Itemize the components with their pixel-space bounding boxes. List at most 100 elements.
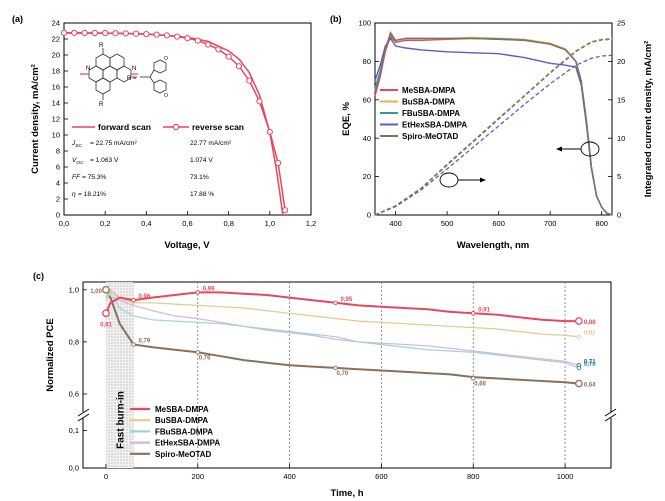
molecule-structure: [80, 48, 167, 100]
panel-b-frame: [374, 22, 613, 216]
table-row-label: FF: [72, 174, 81, 181]
legend-b-label-ethexsba-dmpa: EtHexSBA-DMPA: [402, 121, 467, 130]
point-label-spiro-meotad: 0,79: [139, 339, 151, 345]
table-forward-value: = 18.21%: [78, 191, 106, 198]
point-label-mesba-dmpa: 0,91: [478, 307, 490, 313]
point-marker-spiro-meotad: [131, 342, 136, 347]
panel-a-ylabel: Current density, mA/cm²: [30, 64, 41, 174]
reverse-scan-marker: [174, 33, 181, 40]
panel-b-ytick-label: 0: [367, 211, 371, 220]
point-marker-mesba-dmpa: [131, 297, 136, 303]
point-marker-spiro-meotad: [333, 365, 338, 371]
fast-burn-in-label: Fast burn-in: [116, 391, 127, 449]
reverse-scan-marker: [153, 31, 160, 38]
reverse-scan-marker: [225, 53, 232, 60]
panel-c-xtick-label: 400: [283, 472, 296, 481]
panel-b-ytick-right-label: 10: [617, 134, 625, 143]
legend-reverse-marker: [172, 123, 180, 131]
panel-a: (a) 0,0 0,2 0,4 0,6 0,8 1,0 1,2 02468101214161…: [12, 14, 316, 251]
series-mesba-dmpa-stability-line: [105, 291, 579, 323]
panel-c-frame: [82, 281, 612, 469]
legend-b-label-busba-dmpa: BuSBA-DMPA: [402, 98, 455, 107]
table-reverse-value: 22.77 mA/cm²: [190, 140, 232, 147]
panel-b-ytick-label: 60: [363, 95, 371, 104]
table-forward-value: = 22.75 mA/cm²: [90, 140, 138, 147]
point-label-mesba-dmpa: 0,96: [139, 294, 151, 300]
panel-c-ytick-label: 0,6: [69, 390, 79, 399]
point-label-spiro-meotad: 0,70: [337, 371, 349, 377]
panel-b-xtick-label: 800: [595, 219, 608, 228]
reverse-scan-marker: [235, 63, 243, 70]
panel-b-ytick-right-label: 15: [617, 95, 625, 104]
panel-b-ytick-label: 20: [363, 172, 371, 181]
panel-a-ytick-label: 4: [56, 179, 60, 188]
panel-a-ytick-label: 20: [52, 51, 60, 60]
point-label-fbusba-dmpa: 0,70: [584, 362, 596, 368]
molecule-ome-top: O: [164, 56, 168, 62]
panel-a-xtick-label: 0,4: [141, 219, 151, 228]
annotation-arrowhead-left: [556, 146, 562, 152]
panel-a-xtick-label: 0,0: [59, 219, 69, 228]
panel-b-xtick-label: 500: [441, 219, 454, 228]
legend-c-label-spiro-meotad: Spiro-MeOTAD: [155, 450, 212, 459]
reverse-scan-marker: [91, 29, 98, 37]
molecule-r-bottom: R: [99, 102, 104, 108]
panel-a-ytick-label: 18: [52, 67, 60, 76]
point-label-spiro-meotad: 0,64: [584, 383, 596, 389]
panel-b-ytick-right-label: 25: [617, 19, 625, 28]
reverse-scan-marker: [266, 128, 273, 135]
panel-c-ylabel: Normalized PCE: [45, 318, 56, 391]
panel-a-xtick-label: 0,8: [223, 219, 233, 228]
molecule-ome-bottom: O: [164, 93, 168, 99]
annotation-arrowhead-right: [480, 177, 486, 183]
axis-break-mark-left-2: [77, 413, 90, 422]
reverse-scan-marker: [246, 77, 253, 84]
panel-c-xtick-label: 0: [104, 472, 108, 481]
panel-a-xtick-label: 1,2: [306, 219, 316, 228]
panel-c-ytick-label: 0,8: [69, 337, 79, 346]
legend-b-label-spiro-meotad: Spiro-MeOTAD: [402, 132, 459, 141]
point-label-mesba-dmpa: 0,91: [100, 322, 112, 328]
table-row-label: JSC: [71, 140, 82, 149]
axis-break-gap-left: [74, 412, 94, 418]
molecule-n-right: N: [132, 66, 136, 72]
panel-a-ytick-label: 10: [52, 131, 60, 140]
axis-break-mark-right-2: [604, 413, 617, 422]
panel-a-ytick-label: 24: [52, 19, 60, 28]
panel-a-xtick-label: 0,6: [182, 219, 192, 228]
panel-c-ytick-label: 0,0: [69, 464, 79, 473]
point-marker-mesba-dmpa: [333, 300, 338, 306]
legend-b-label-fbusba-dmpa: FBuSBA-DMPA: [402, 109, 460, 118]
reverse-scan-marker: [184, 35, 191, 42]
panel-a-label: (a): [12, 14, 23, 24]
panel-b-ytick-label: 40: [363, 134, 371, 143]
legend-c-label-ethexsba-dmpa: EtHexSBA-DMPA: [155, 439, 220, 448]
point-label-mesba-dmpa: 0,99: [203, 286, 215, 292]
point-marker-mesba-dmpa: [195, 290, 201, 295]
axis-break-mark-right-1: [604, 408, 617, 417]
axis-break-mark-left-1: [77, 408, 90, 417]
panel-b-xtick-label: 400: [389, 219, 402, 228]
point-label-spiro-meotad: 0,66: [474, 381, 486, 387]
series-fbusba-dmpa-stability-line: [105, 291, 580, 369]
panel-a-ytick-label: 0: [56, 211, 60, 220]
series-ethexsba-dmpa-stability-line: [105, 288, 580, 366]
point-marker-mesba-dmpa: [102, 309, 110, 318]
panel-a-legend: forward scan reverse scan: [72, 122, 244, 132]
panel-b-ytick-label: 100: [358, 19, 371, 28]
annotation-ellipse-integrated: [439, 172, 459, 188]
panel-b-ytick-right-label: 20: [617, 57, 625, 66]
table-forward-value: = 1.063 V: [90, 157, 119, 164]
panel-b-xtick-label: 700: [544, 219, 557, 228]
panel-a-frame: [63, 22, 312, 216]
legend-c-label-fbusba-dmpa: FBuSBA-DMPA: [155, 427, 213, 436]
table-row-label: η: [72, 191, 76, 198]
panel-a-ytick-label: 12: [52, 115, 60, 124]
panel-c-ytick-label: 1,0: [69, 285, 79, 294]
panel-c-xtick-label: 600: [375, 472, 388, 481]
panel-b-ylabel: EQE, %: [341, 102, 352, 136]
series-spiro-meotad-eqe-line: [374, 30, 613, 216]
panel-a-xlabel: Voltage, V: [164, 240, 210, 251]
reverse-scan-marker: [122, 30, 129, 37]
reverse-scan-marker: [132, 30, 140, 37]
